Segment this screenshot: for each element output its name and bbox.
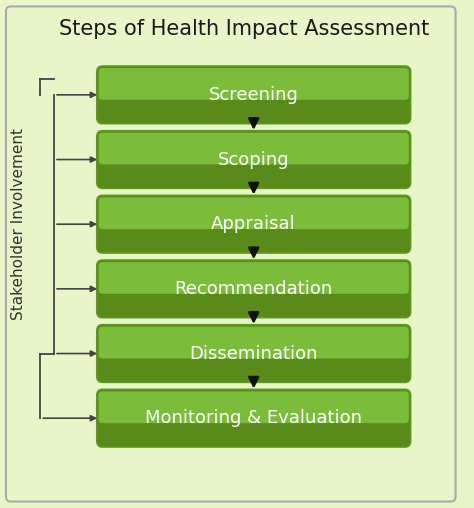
FancyBboxPatch shape [97, 196, 410, 253]
FancyBboxPatch shape [99, 262, 409, 294]
Text: Monitoring & Evaluation: Monitoring & Evaluation [145, 409, 362, 427]
Text: Appraisal: Appraisal [211, 215, 296, 233]
FancyBboxPatch shape [99, 68, 409, 100]
FancyBboxPatch shape [97, 66, 410, 123]
Text: Stakeholder Involvement: Stakeholder Involvement [11, 128, 27, 320]
FancyBboxPatch shape [97, 131, 410, 188]
Text: Recommendation: Recommendation [174, 280, 333, 298]
Text: Screening: Screening [209, 86, 299, 104]
FancyBboxPatch shape [99, 198, 409, 229]
FancyBboxPatch shape [97, 260, 410, 318]
FancyBboxPatch shape [99, 133, 409, 165]
Text: Steps of Health Impact Assessment: Steps of Health Impact Assessment [59, 19, 429, 39]
FancyBboxPatch shape [99, 327, 409, 359]
Text: Dissemination: Dissemination [190, 344, 318, 363]
FancyBboxPatch shape [6, 7, 456, 501]
FancyBboxPatch shape [97, 390, 410, 447]
FancyBboxPatch shape [99, 392, 409, 423]
Text: Scoping: Scoping [218, 150, 290, 169]
FancyBboxPatch shape [97, 325, 410, 383]
